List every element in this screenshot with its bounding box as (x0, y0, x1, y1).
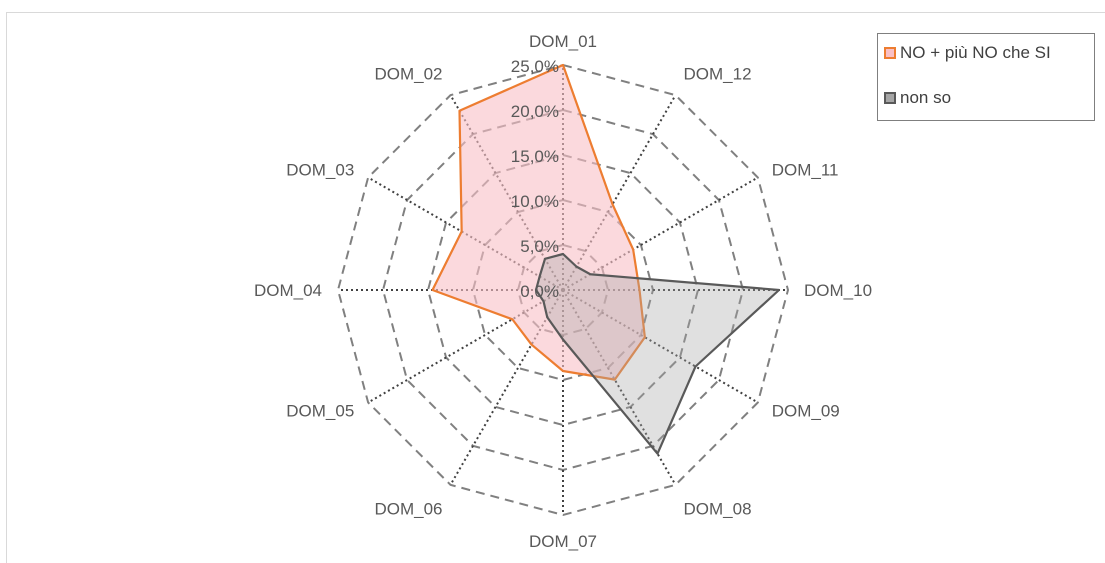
category-label-dom-06: DOM_06 (374, 500, 442, 519)
category-label-dom-09: DOM_09 (772, 402, 840, 421)
tick-label-5: 25,0% (511, 57, 559, 76)
grid-ring-5 (336, 63, 790, 517)
legend-swatch-series-1 (884, 47, 896, 59)
category-label-dom-05: DOM_05 (286, 402, 354, 421)
category-label-dom-10: DOM_10 (804, 281, 872, 300)
category-label-dom-12: DOM_12 (684, 64, 752, 83)
chart-frame-top (6, 12, 1105, 13)
category-label-dom-08: DOM_08 (684, 500, 752, 519)
legend-swatch-series-2 (884, 92, 896, 104)
legend-item-series-1: NO + più NO che SI (884, 43, 1051, 63)
legend-label-series-2: non so (900, 88, 952, 107)
category-label-dom-01: DOM_01 (529, 32, 597, 51)
category-label-dom-04: DOM_04 (254, 281, 322, 300)
category-label-dom-11: DOM_11 (772, 161, 839, 180)
tick-label-2: 10,0% (511, 192, 559, 211)
legend: NO + più NO che SI non so (877, 33, 1095, 121)
legend-item-series-2: non so (884, 88, 951, 108)
tick-label-1: 5,0% (520, 237, 559, 256)
tick-label-3: 15,0% (511, 147, 559, 166)
category-label-dom-02: DOM_02 (374, 64, 442, 83)
legend-label-series-1: NO + più NO che SI (900, 43, 1051, 62)
tick-label-0: 0,0% (520, 282, 559, 301)
tick-label-4: 20,0% (511, 102, 559, 121)
category-label-dom-07: DOM_07 (529, 532, 597, 551)
chart-frame-left (6, 12, 7, 563)
category-label-dom-03: DOM_03 (286, 161, 354, 180)
